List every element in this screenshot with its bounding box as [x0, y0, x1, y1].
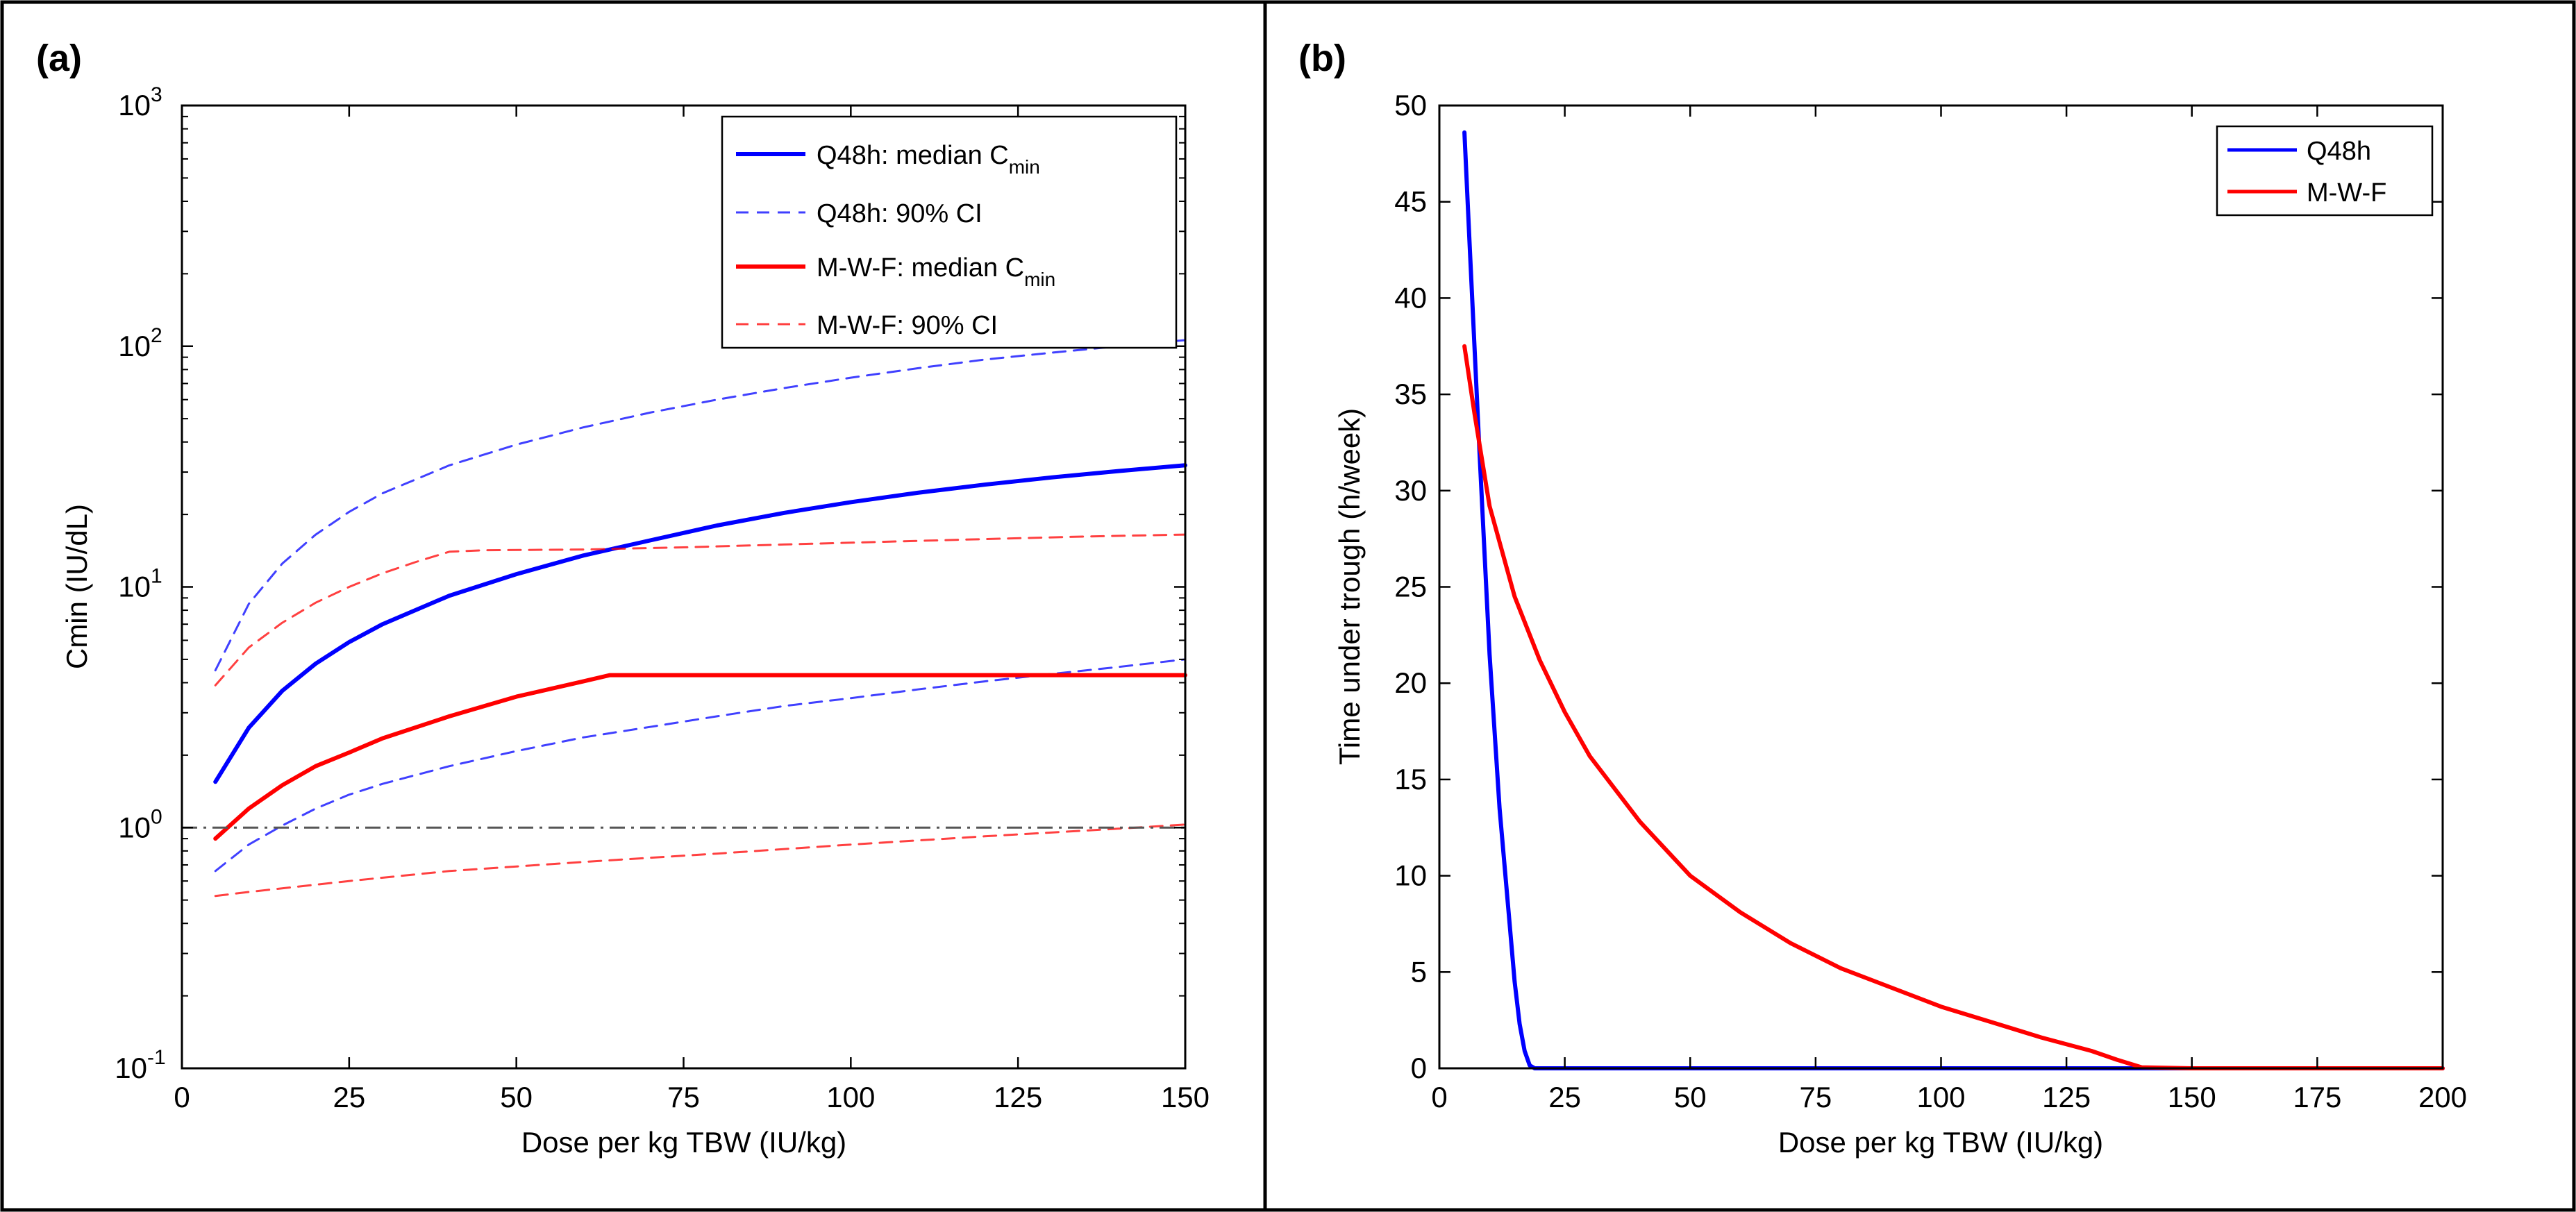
- panel-a-series-line-1: [214, 339, 1187, 672]
- panel-b-legend-box: [2216, 125, 2434, 217]
- panel-a-x-tick-label: 25: [333, 1081, 365, 1113]
- panel-a-x-tick-label: 50: [500, 1081, 533, 1113]
- panel-a-series-line-5: [214, 823, 1187, 898]
- legend-label-mwf-median-text: M-W-F: median C: [817, 253, 1024, 283]
- panel-b-x-tick-label: 100: [1916, 1081, 1965, 1113]
- panel-a-series-line-2: [214, 658, 1187, 873]
- panel-a-x-axis-label: Dose per kg TBW (IU/kg): [521, 1126, 846, 1159]
- panel-a-y-tick-label: 101: [118, 565, 162, 603]
- panel-b-series-line-1: [1462, 344, 2445, 1070]
- panel-a-label: (a): [36, 37, 82, 79]
- panel-b-x-tick-label: 0: [1431, 1081, 1447, 1113]
- panel-a-y-tick-label: 100: [118, 805, 162, 843]
- panel-b-y-tick-label: 20: [1394, 666, 1427, 699]
- panel-b-x-tick-label: 75: [1800, 1081, 1832, 1113]
- panel-b-y-tick-label: 0: [1411, 1052, 1427, 1084]
- panel-b-y-tick-label: 15: [1394, 763, 1427, 796]
- panel-b-y-tick-label: 35: [1394, 378, 1427, 410]
- panel-b-y-axis-label: Time under trough (h/week): [1333, 408, 1366, 765]
- panel-a-y-tick-label: 102: [118, 324, 162, 362]
- legend-label-mwf-median: M-W-F: median Cmin: [817, 253, 1055, 290]
- panel-b: (b) 0 25 50 75 100 125 150 175 200 0 5 10 15 20 25 30 35…: [1298, 37, 2467, 1159]
- panel-b-x-tick-label: 125: [2042, 1081, 2091, 1113]
- panel-b-y-tick-label: 40: [1394, 281, 1427, 314]
- legend-label-q48h-median-subscript: min: [1009, 156, 1040, 178]
- panel-a-series-layer: [213, 339, 1187, 898]
- panel-a-x-tick-label: 75: [667, 1081, 700, 1113]
- panel-b-x-tick-label: 200: [2418, 1081, 2467, 1113]
- panel-a-ticks: 0 25 50 75 100 125 150 10-1 100 101 102 103: [115, 83, 1210, 1113]
- panel-b-x-tick-label: 50: [1674, 1081, 1707, 1113]
- panel-a-series-line-3: [213, 673, 1187, 841]
- panel-b-legend: Q48h M-W-F: [2216, 125, 2434, 217]
- panel-b-y-tick-label: 50: [1394, 89, 1427, 121]
- panel-a-x-tick-label: 0: [174, 1081, 190, 1113]
- panel-b-ticks: 0 25 50 75 100 125 150 175 200 0 5 10 15 20 25 30 35 40 45…: [1394, 89, 2467, 1113]
- panel-b-y-tick-label: 30: [1394, 474, 1427, 507]
- panel-b-x-axis-label: Dose per kg TBW (IU/kg): [1778, 1126, 2103, 1159]
- panel-a-series-line-4: [214, 533, 1187, 687]
- panel-a-y-tick-label: 103: [118, 83, 162, 121]
- panel-b-y-tick-label: 10: [1394, 859, 1427, 892]
- legend-label-mwf-median-subscript: min: [1024, 269, 1055, 290]
- panel-a-x-tick-label: 150: [1161, 1081, 1210, 1113]
- legend-label-mwf-ci: M-W-F: 90% CI: [817, 311, 998, 340]
- legend-label-q48h-ci: Q48h: 90% CI: [817, 199, 982, 228]
- panel-b-y-tick-label: 5: [1411, 955, 1427, 988]
- legend-label-b-mwf: M-W-F: [2307, 178, 2386, 208]
- panel-a-y-tick-label: 10-1: [115, 1046, 165, 1084]
- panel-b-x-tick-label: 150: [2168, 1081, 2216, 1113]
- panel-b-x-tick-label: 175: [2293, 1081, 2341, 1113]
- panel-b-label: (b): [1298, 37, 1346, 79]
- panel-a-x-tick-label: 100: [826, 1081, 875, 1113]
- legend-label-q48h-median: Q48h: median Cmin: [817, 141, 1040, 178]
- legend-label-q48h-median-text: Q48h: median C: [817, 141, 1009, 170]
- panel-b-y-tick-label: 45: [1394, 185, 1427, 218]
- panel-b-y-tick-label: 25: [1394, 571, 1427, 603]
- legend-label-b-q48h: Q48h: [2307, 137, 2371, 166]
- panel-a-x-tick-label: 125: [994, 1081, 1042, 1113]
- panel-b-x-tick-label: 25: [1548, 1081, 1581, 1113]
- panel-a-y-axis-label: Cmin (IU/dL): [60, 504, 93, 669]
- panel-a-legend: Q48h: median Cmin Q48h: 90% CI M-W-F: me…: [721, 115, 1178, 349]
- panel-a: (a) 0 25 50 75 100 125 150 10-1 100 101 102 103 Dos…: [36, 37, 1210, 1159]
